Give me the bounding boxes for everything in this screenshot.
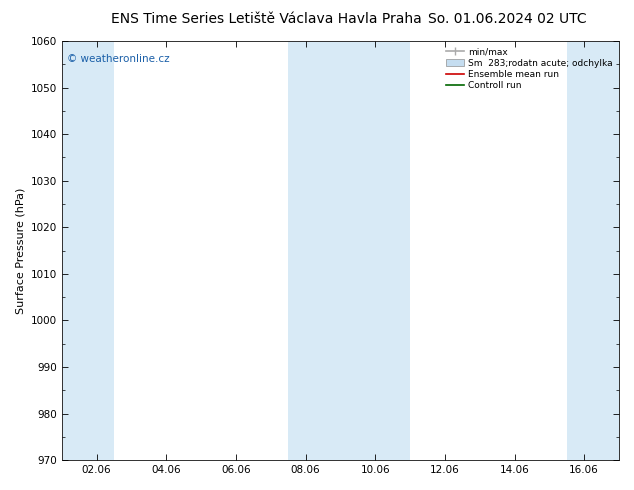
Y-axis label: Surface Pressure (hPa): Surface Pressure (hPa): [15, 187, 25, 314]
Bar: [567, 41, 619, 460]
Text: © weatheronline.cz: © weatheronline.cz: [67, 53, 170, 64]
Bar: [61, 41, 114, 460]
Bar: [288, 41, 410, 460]
Legend: min/max, Sm  283;rodatn acute; odchylka, Ensemble mean run, Controll run: min/max, Sm 283;rodatn acute; odchylka, …: [444, 46, 614, 92]
Text: ENS Time Series Letiště Václava Havla Praha: ENS Time Series Letiště Václava Havla Pr…: [111, 12, 422, 26]
Text: So. 01.06.2024 02 UTC: So. 01.06.2024 02 UTC: [428, 12, 586, 26]
